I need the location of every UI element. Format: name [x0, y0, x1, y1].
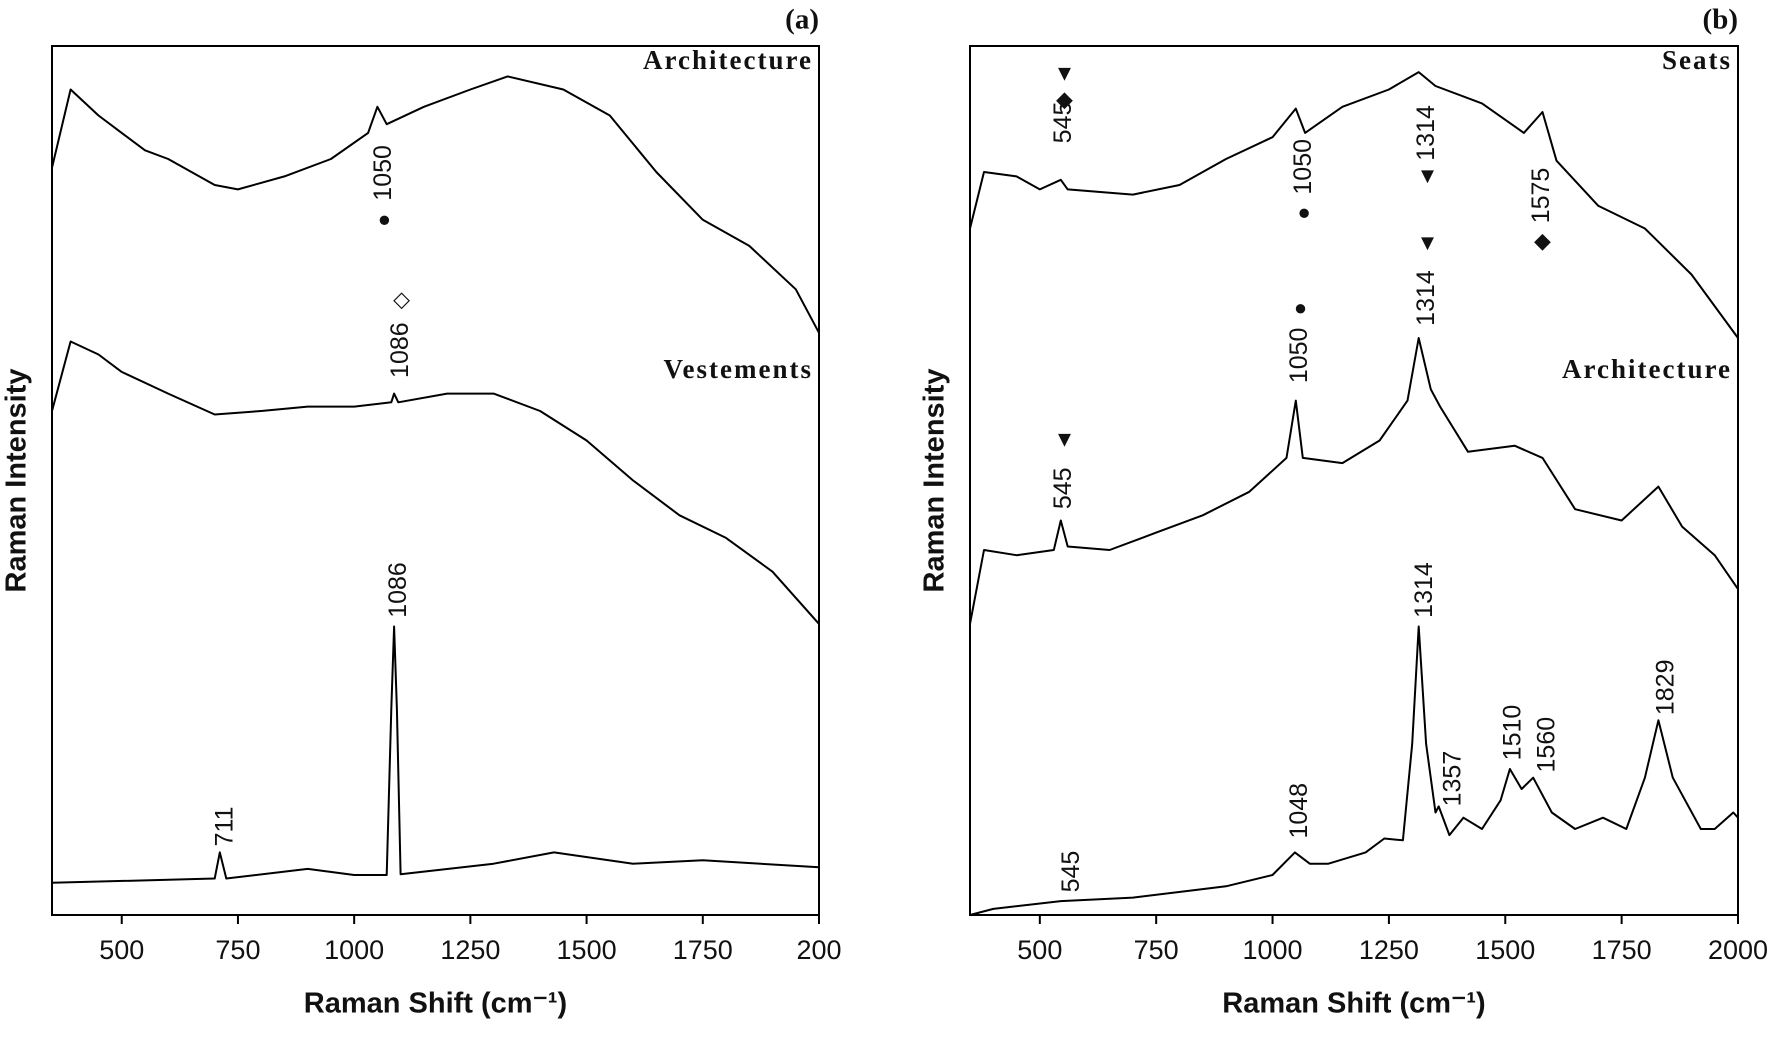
peak-marker: ●	[1298, 200, 1311, 225]
peak-label: 1086	[384, 562, 412, 618]
peak-marker: ●	[378, 206, 391, 231]
spectrum-line	[51, 340, 820, 625]
x-axis-label: Raman Shift (cm⁻¹)	[1222, 988, 1485, 1020]
peak-label: 1050	[1285, 328, 1313, 384]
peak-label: 1357	[1439, 751, 1467, 807]
x-axis-label: Raman Shift (cm⁻¹)	[304, 988, 567, 1020]
peak-label: 1510	[1498, 705, 1526, 761]
peak-label: 545	[1057, 851, 1085, 893]
peak-marker: ◇	[393, 286, 410, 311]
panel-label: (a)	[785, 4, 819, 36]
peak-marker: ▼	[1417, 230, 1439, 255]
x-tick-label: 750	[1134, 935, 1179, 965]
peak-label: 1050	[1289, 139, 1317, 195]
peak-label: 545	[1049, 467, 1077, 509]
peak-marker: ▼	[1054, 60, 1076, 85]
peak-marker: ◆	[1534, 228, 1551, 253]
peak-label: 1575	[1527, 168, 1555, 224]
peak-label: 1314	[1412, 105, 1440, 161]
series-name: Architecture	[1562, 354, 1732, 384]
peak-marker: ▼	[1054, 426, 1076, 451]
peak-marker: ●	[1294, 295, 1307, 320]
x-tick-label: 1750	[673, 935, 733, 965]
y-axis-label: Raman Intensity	[919, 369, 951, 593]
x-tick-label: 1750	[1592, 935, 1652, 965]
x-tick-label: 1000	[324, 935, 384, 965]
peak-label: 1829	[1651, 660, 1679, 716]
plot-frame	[51, 45, 820, 916]
spectrum-line	[969, 71, 1739, 339]
spectrum-line	[51, 625, 820, 884]
series-name: Seats	[1662, 45, 1732, 75]
peak-label: 545	[1049, 102, 1077, 144]
peak-marker: ▼	[1417, 163, 1439, 188]
x-tick-label: 500	[99, 935, 144, 965]
x-tick-label: 2000	[1708, 935, 1768, 965]
series-name: Vestements	[664, 354, 813, 384]
peak-label: 1048	[1285, 783, 1313, 839]
x-tick-label: 500	[1017, 935, 1062, 965]
x-tick-label: 200	[796, 935, 841, 965]
peak-label: 1314	[1412, 270, 1440, 326]
panel: 500 750 1000 1250 1500 1750 2000 Raman Shift (c…	[919, 4, 1768, 1020]
x-tick-label: 750	[215, 935, 260, 965]
spectrum-line	[969, 625, 1739, 916]
panel: 500 750 1000 1250 1500 1750 200 Raman Shift (cm…	[1, 4, 842, 1020]
y-axis-label: Raman Intensity	[1, 369, 33, 593]
x-tick-label: 1500	[1475, 935, 1535, 965]
spectrum-line	[969, 337, 1739, 625]
peak-marker: ◆	[1056, 87, 1073, 112]
peak-label: 1086	[386, 322, 414, 378]
series-name: Architecture	[643, 45, 813, 75]
spectrum-line	[51, 75, 820, 334]
x-tick-label: 1250	[1359, 935, 1419, 965]
x-tick-label: 1250	[440, 935, 500, 965]
plot-frame	[969, 45, 1739, 916]
peak-label: 1560	[1533, 717, 1561, 773]
x-tick-label: 1500	[557, 935, 617, 965]
peak-label: 1050	[369, 145, 397, 201]
peak-label: 1314	[1410, 562, 1438, 618]
x-tick-label: 1000	[1243, 935, 1303, 965]
peak-label: 711	[210, 806, 238, 846]
panel-label: (b)	[1703, 4, 1738, 36]
